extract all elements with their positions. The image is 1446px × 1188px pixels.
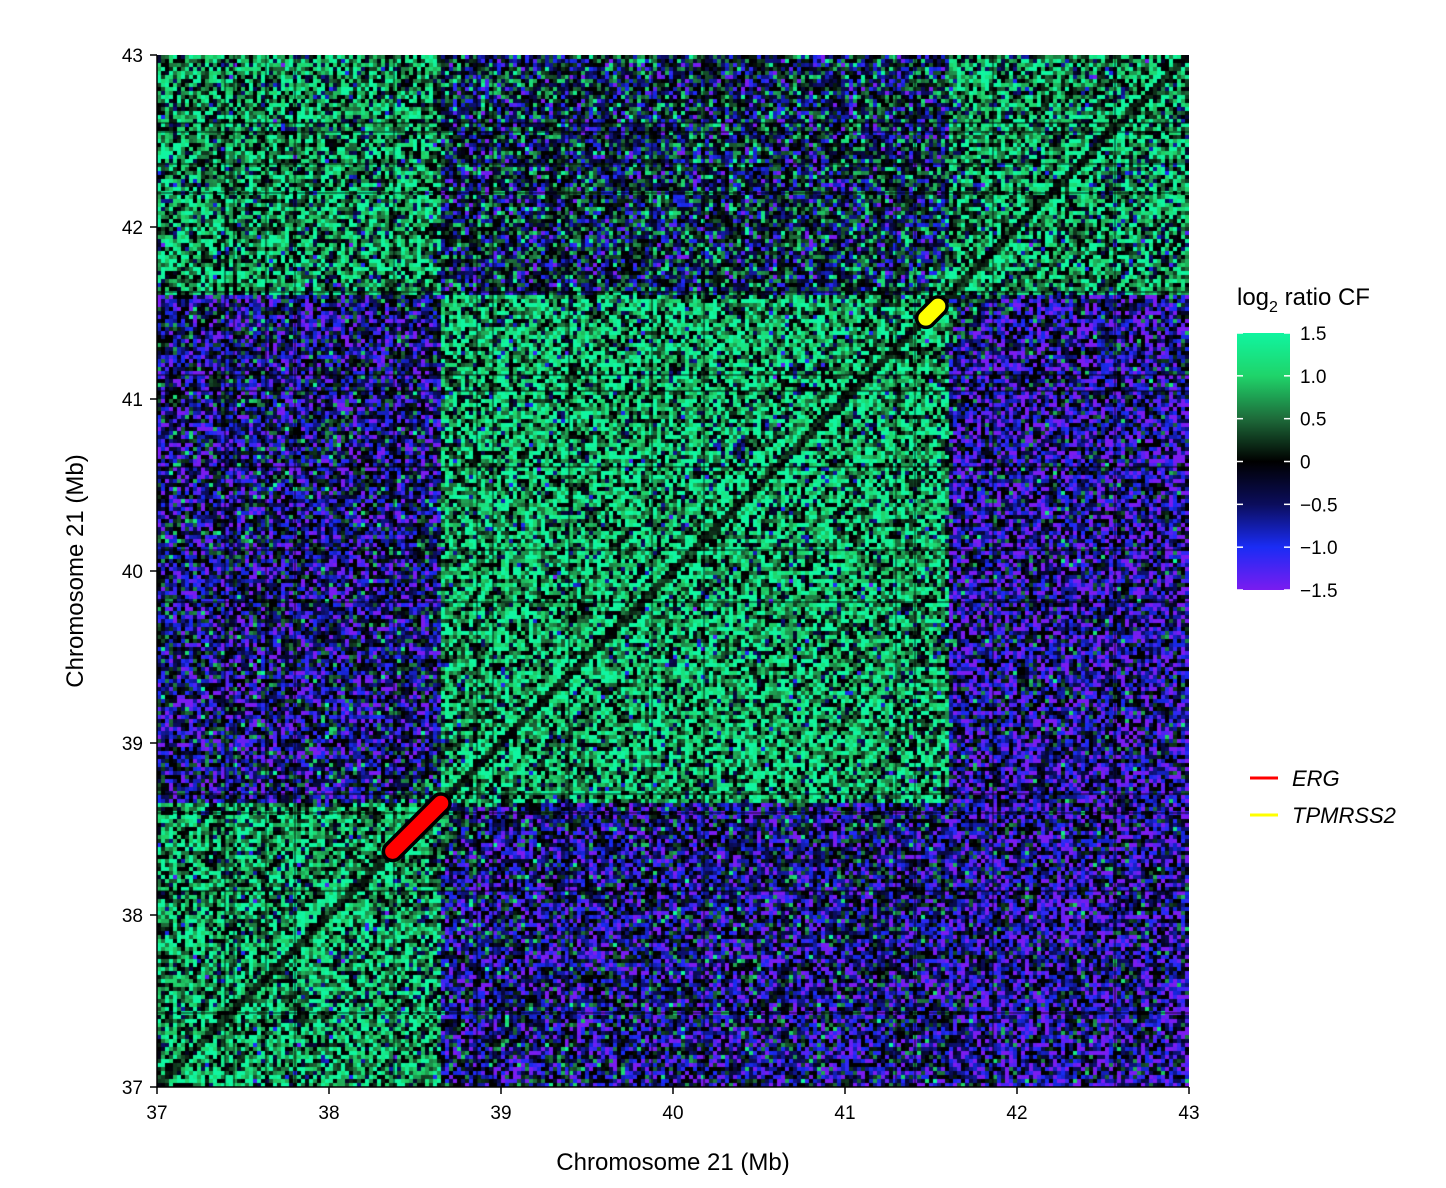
x-tick-label: 37	[146, 1103, 167, 1124]
colorbar-title: log2 ratio CF	[1237, 284, 1370, 316]
x-tick-label: 41	[834, 1103, 855, 1124]
colorbar-tick-label: −0.5	[1300, 495, 1338, 516]
axes: 37 38 39 40 41 42 43 37 38 39 40 41 42 43	[122, 46, 1200, 1124]
x-tick-label: 38	[318, 1103, 339, 1124]
y-tick-label: 40	[122, 562, 143, 583]
colorbar-gradient	[1237, 333, 1290, 590]
highlight-erg	[385, 795, 449, 859]
x-tick-label: 43	[1178, 1103, 1199, 1124]
colorbar-tick-label: 1.0	[1300, 367, 1326, 388]
y-tick-label: 43	[122, 46, 143, 67]
y-tick-label: 38	[122, 906, 143, 927]
y-tick-label: 41	[122, 390, 143, 411]
heatmap-canvas	[157, 55, 1189, 1087]
colorbar-tick-label: 0	[1300, 453, 1311, 474]
x-tick-label: 39	[490, 1103, 511, 1124]
legend-label-erg: ERG	[1292, 766, 1340, 791]
y-tick-label: 37	[122, 1078, 143, 1099]
colorbar-tick-label: −1.0	[1300, 538, 1338, 559]
colorbar: log2 ratio CF 1.5 1.0 0.5 0 −0.5 −1.0 −1.5	[1237, 284, 1370, 602]
y-tick-label: 42	[122, 218, 143, 239]
highlight-tpmrss2	[918, 298, 946, 326]
colorbar-tick-label: −1.5	[1300, 581, 1338, 602]
colorbar-tick-label: 0.5	[1300, 410, 1326, 431]
x-tick-label: 42	[1006, 1103, 1027, 1124]
colorbar-tick-label: 1.5	[1300, 324, 1326, 345]
legend-label-tpmrss2: TPMRSS2	[1292, 803, 1396, 828]
colorbar-ticks: 1.5 1.0 0.5 0 −0.5 −1.0 −1.5	[1237, 324, 1338, 602]
gene-highlights	[381, 295, 949, 863]
x-tick-label: 40	[662, 1103, 683, 1124]
legend: ERG TPMRSS2	[1250, 766, 1396, 828]
y-tick-label: 39	[122, 734, 143, 755]
y-axis-label: Chromosome 21 (Mb)	[62, 454, 89, 687]
x-axis-label: Chromosome 21 (Mb)	[556, 1149, 789, 1176]
